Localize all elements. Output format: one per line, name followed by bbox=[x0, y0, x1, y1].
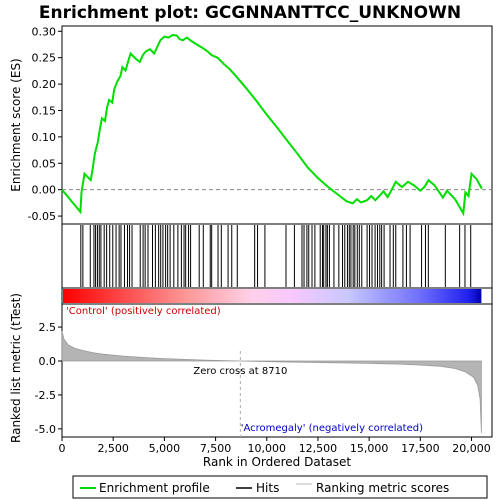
metric-y-tick-label: -5.0 bbox=[35, 423, 56, 436]
metric-panel bbox=[61, 303, 493, 438]
legend-box bbox=[72, 475, 488, 499]
x-tick-label: 20,000 bbox=[452, 442, 491, 455]
x-tick-label: 12,500 bbox=[299, 442, 338, 455]
x-axis-label: Rank in Ordered Dataset bbox=[203, 455, 351, 469]
metric-y-tick-label: 2.5 bbox=[39, 321, 57, 334]
es-y-tick-label: 0.05 bbox=[32, 157, 57, 170]
hit-marks bbox=[80, 225, 472, 287]
es-y-tick-label: 0.00 bbox=[32, 184, 57, 197]
x-tick-label: 5,000 bbox=[149, 442, 181, 455]
x-tick-label: 17,500 bbox=[401, 442, 440, 455]
metric-y-label: Ranked list metric (tTest) bbox=[9, 293, 23, 443]
ranking-metric-area bbox=[61, 331, 482, 433]
negative-label: 'Acromegaly' (negatively correlated) bbox=[241, 423, 423, 434]
hits-panel bbox=[61, 223, 493, 289]
es-y-tick-label: 0.30 bbox=[32, 25, 57, 38]
enrichment-profile-line bbox=[61, 33, 483, 217]
es-y-tick-label: -0.05 bbox=[28, 210, 56, 223]
es-y-axis: -0.05 0.00 0.05 0.10 0.15 0.20 0.25 0.30 bbox=[28, 25, 62, 223]
metric-y-axis: -5.0 -2.5 0.0 2.5 bbox=[35, 321, 62, 436]
es-y-tick-label: 0.25 bbox=[32, 52, 57, 65]
es-y-tick-label: 0.10 bbox=[32, 131, 57, 144]
legend-hits-label: Hits bbox=[256, 481, 279, 495]
x-tick-label: 10,000 bbox=[248, 442, 287, 455]
rank-color-gradient bbox=[63, 289, 482, 303]
chart-title: Enrichment plot: GCGNNANTTCC_UNKNOWN bbox=[39, 3, 461, 23]
metric-y-tick-label: 0.0 bbox=[39, 355, 57, 368]
x-tick-label: 2,500 bbox=[97, 442, 129, 455]
x-tick-label: 15,000 bbox=[350, 442, 389, 455]
es-panel bbox=[61, 25, 493, 225]
x-tick-label: 7,500 bbox=[200, 442, 232, 455]
metric-y-tick-label: -2.5 bbox=[35, 389, 56, 402]
zero-cross-label: Zero cross at 8710 bbox=[193, 366, 287, 377]
es-y-label: Enrichment score (ES) bbox=[9, 58, 23, 191]
es-y-tick-label: 0.15 bbox=[32, 104, 57, 117]
x-tick-label: 0 bbox=[59, 442, 66, 455]
metric-area bbox=[61, 331, 482, 433]
x-axis: 0 2,500 5,000 7,500 10,000 12,500 15,000 17,500… bbox=[59, 437, 491, 455]
enrichment-profile-path bbox=[61, 33, 483, 217]
legend-metric-label: Ranking metric scores bbox=[316, 481, 449, 495]
legend-profile-label: Enrichment profile bbox=[99, 481, 210, 495]
es-y-tick-label: 0.20 bbox=[32, 78, 57, 91]
positive-label: 'Control' (positively correlated) bbox=[66, 306, 221, 317]
